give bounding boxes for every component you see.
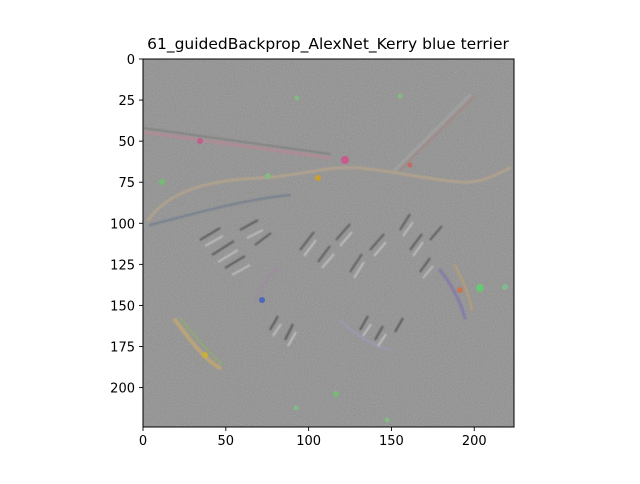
x-tick-label: 0: [139, 434, 147, 449]
axes-frame: [142, 58, 515, 428]
saliency-image: [143, 59, 514, 427]
x-tick-label: 100: [296, 434, 321, 449]
y-tick-label: 175: [110, 341, 135, 356]
y-tick-label: 150: [110, 299, 135, 314]
figure-title: 61_guidedBackprop_AlexNet_Kerry blue ter…: [147, 35, 509, 54]
x-tick-label: 50: [218, 434, 235, 449]
y-tick-label: 50: [118, 135, 135, 150]
y-tick-label: 0: [127, 53, 135, 68]
x-axis-ticks: 0 50 100 150 200: [139, 427, 487, 449]
y-tick-label: 200: [110, 382, 135, 397]
y-tick-label: 75: [118, 176, 135, 191]
x-tick-label: 200: [462, 434, 487, 449]
y-tick-label: 100: [110, 217, 135, 232]
y-tick-label: 125: [110, 258, 135, 273]
y-tick-label: 25: [118, 94, 135, 109]
y-axis-ticks: 0 25 50 75 100 125 150 175 200: [110, 53, 143, 397]
x-tick-label: 150: [379, 434, 404, 449]
